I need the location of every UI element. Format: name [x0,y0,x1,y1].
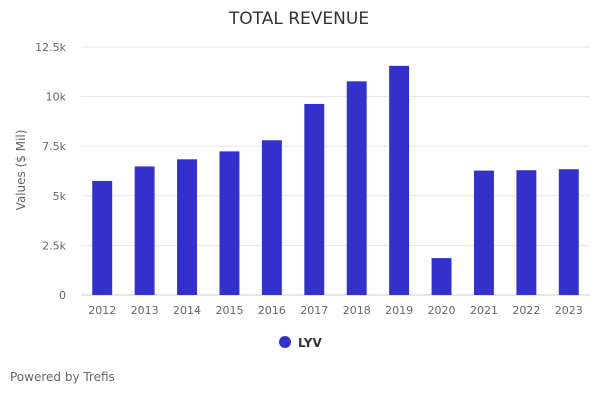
y-tick-label: 12.5k [35,41,66,54]
y-axis-label: Values ($ Mil) [14,130,28,211]
chart-title: TOTAL REVENUE [228,9,369,29]
x-tick-label: 2015 [215,304,243,317]
y-tick-label: 5k [53,190,67,203]
x-axis-ticks: 2012 2013 2014 2015 2016 2017 2018 2019 2020 2021… [88,304,583,317]
bar-2016[interactable] [261,140,282,295]
x-tick-label: 2022 [512,304,540,317]
x-tick-label: 2018 [343,304,371,317]
bar-2019[interactable] [389,65,410,296]
gridlines [81,46,590,296]
y-tick-label: 7.5k [42,140,66,153]
x-tick-label: 2017 [300,304,328,317]
bars [92,65,579,296]
bar-2014[interactable] [177,159,198,295]
bar-2018[interactable] [346,81,367,295]
y-tick-label: 2.5k [42,239,66,252]
legend[interactable]: LYV [279,336,322,350]
x-tick-label: 2013 [131,304,159,317]
bar-2017[interactable] [304,103,325,296]
bar-2021[interactable] [473,170,494,295]
footer-credit: Powered by Trefis [10,370,115,384]
bar-2023[interactable] [558,169,579,295]
x-tick-label: 2016 [258,304,286,317]
x-tick-label: 2014 [173,304,201,317]
x-tick-label: 2019 [385,304,413,317]
bar-2013[interactable] [134,166,155,295]
x-tick-label: 2021 [470,304,498,317]
y-axis-ticks: 0 2.5k 5k 7.5k 10k 12.5k [35,41,66,302]
legend-label-lyv: LYV [298,336,322,350]
x-tick-label: 2023 [555,304,583,317]
bar-2020[interactable] [431,258,452,295]
x-tick-label: 2012 [88,304,116,317]
bar-2022[interactable] [516,170,537,295]
bar-2012[interactable] [92,180,113,295]
x-tick-label: 2020 [428,304,456,317]
y-tick-label: 0 [59,289,66,302]
legend-marker-lyv [279,336,291,348]
bar-2015[interactable] [219,151,240,295]
y-tick-label: 10k [46,91,67,104]
